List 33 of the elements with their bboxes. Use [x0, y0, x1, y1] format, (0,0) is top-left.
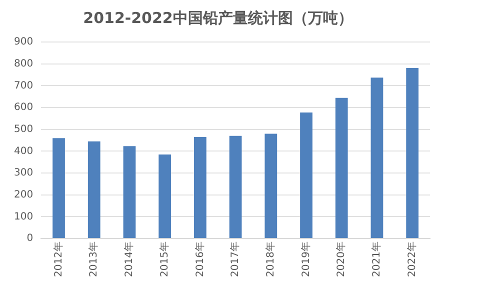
bar: [52, 138, 65, 238]
bar: [406, 68, 419, 238]
x-tick-label: 2013年: [88, 242, 100, 278]
bar: [158, 154, 172, 238]
x-tick-label: 2017年: [229, 242, 242, 278]
x-tick-label: 2020年: [335, 242, 348, 278]
chart-title: 2012-2022中国铅产量统计图（万吨）: [83, 8, 353, 27]
y-tick-label: 200: [14, 189, 34, 200]
x-tick-label: 2014年: [123, 242, 136, 278]
bar: [194, 137, 206, 238]
x-tick-label: 2018年: [264, 242, 276, 278]
bar: [370, 78, 384, 238]
x-tick-label: 2015年: [158, 242, 170, 278]
y-tick-label: 300: [14, 168, 34, 179]
x-tick-label: 2021年: [370, 242, 383, 278]
bar: [88, 141, 100, 238]
y-tick-label: 400: [14, 146, 34, 157]
bar: [335, 98, 348, 238]
x-tick-label: 2012年: [52, 242, 64, 278]
bar: [229, 136, 242, 238]
x-tick-label: 2022年: [406, 242, 418, 278]
bar: [264, 134, 278, 238]
y-tick-label: 700: [14, 80, 34, 92]
y-tick-label: 0: [26, 233, 34, 244]
x-tick-label: 2019年: [300, 242, 312, 278]
y-tick-label: 800: [14, 58, 34, 70]
y-tick-label: 100: [14, 211, 34, 222]
y-tick-label: 600: [14, 102, 34, 114]
bar: [300, 112, 312, 238]
x-tick-label: 2016年: [194, 242, 206, 278]
y-tick-label: 500: [14, 124, 34, 135]
bar: [123, 146, 136, 238]
y-tick-label: 900: [14, 36, 34, 48]
